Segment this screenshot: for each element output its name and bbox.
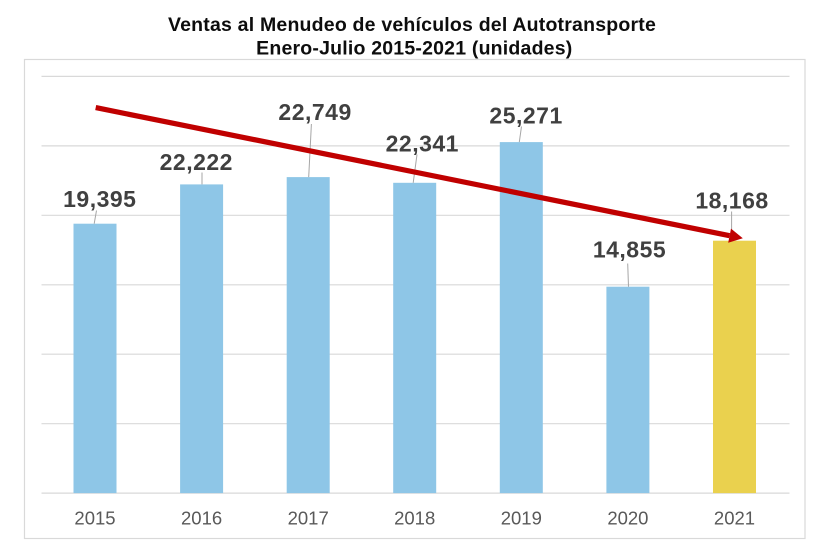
- svg-text:2020: 2020: [607, 508, 648, 529]
- svg-text:25,271: 25,271: [489, 102, 562, 128]
- svg-text:2019: 2019: [501, 508, 542, 529]
- svg-text:2015: 2015: [74, 508, 115, 529]
- svg-text:22,749: 22,749: [278, 99, 351, 125]
- svg-text:2018: 2018: [394, 508, 435, 529]
- svg-text:19,395: 19,395: [63, 186, 136, 212]
- svg-text:Enero-Julio 2015-2021 (unidade: Enero-Julio 2015-2021 (unidades): [256, 38, 572, 60]
- svg-text:14,855: 14,855: [593, 237, 666, 263]
- svg-text:22,341: 22,341: [386, 130, 459, 156]
- svg-text:22,222: 22,222: [160, 149, 233, 175]
- svg-text:18,168: 18,168: [695, 187, 768, 213]
- svg-text:2021: 2021: [714, 508, 755, 529]
- svg-text:Ventas al Menudeo de vehículos: Ventas al Menudeo de vehículos del Autot…: [168, 14, 656, 36]
- svg-text:2017: 2017: [288, 508, 329, 529]
- svg-text:2016: 2016: [181, 508, 222, 529]
